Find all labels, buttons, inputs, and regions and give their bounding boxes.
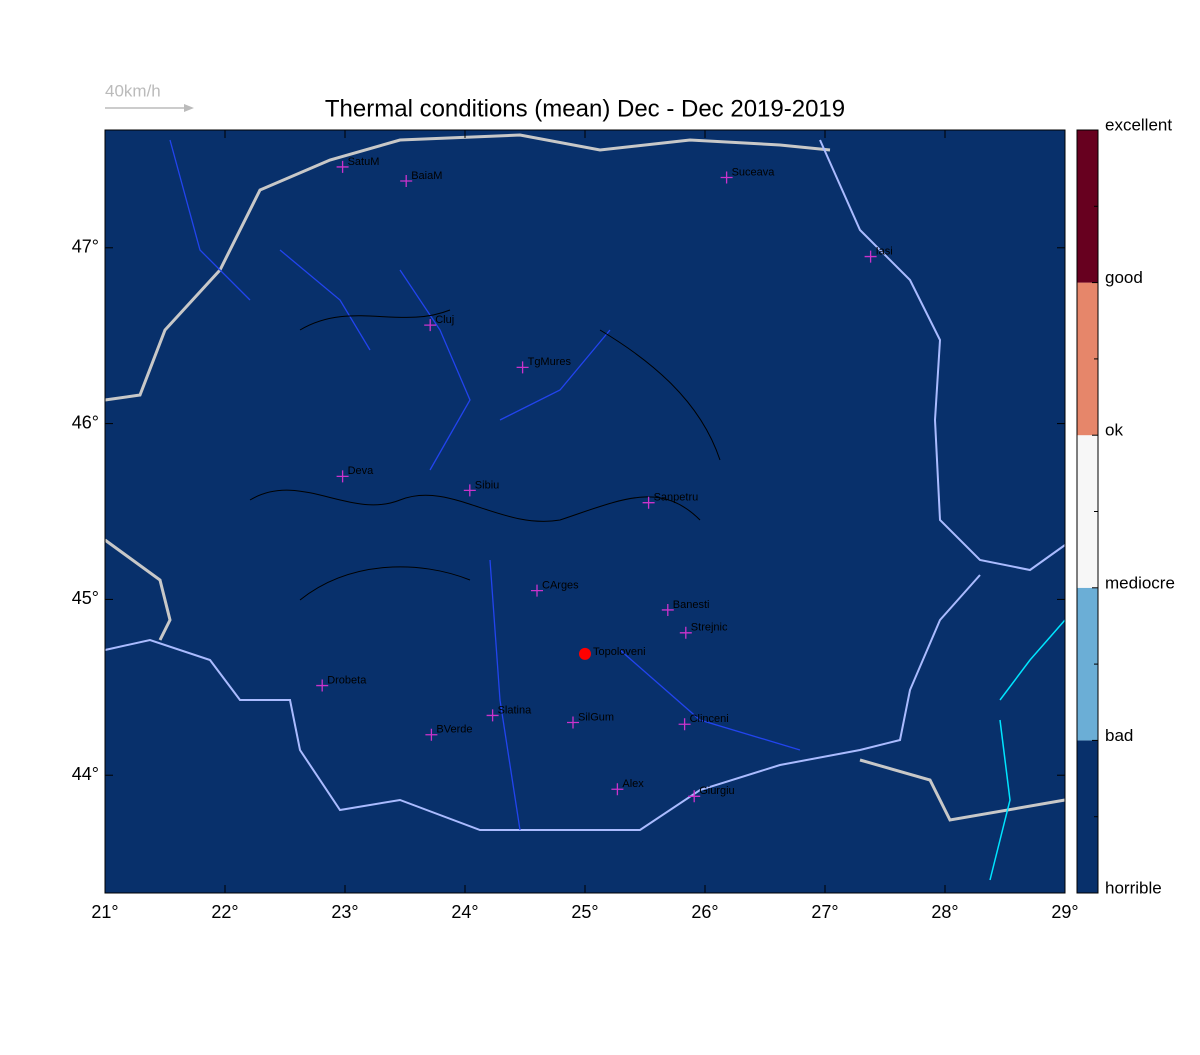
x-tick-label: 29° — [1051, 902, 1078, 922]
city-marker — [567, 716, 579, 729]
city-label: Iasi — [876, 245, 893, 257]
colorbar-band — [1077, 435, 1098, 588]
city-marker — [531, 584, 543, 597]
map-features — [104, 133, 1066, 881]
colorbar-band — [1077, 282, 1098, 436]
colorbar-label: horrible — [1105, 878, 1162, 897]
city-marker — [336, 470, 349, 483]
border — [104, 133, 831, 402]
city-label: Drobeta — [327, 674, 367, 686]
contour — [249, 309, 721, 601]
city-marker — [661, 603, 674, 616]
colorbar-band — [1077, 130, 1098, 283]
city-label: Cluj — [435, 314, 454, 326]
x-tick-label: 25° — [571, 902, 598, 922]
colorbar-label: mediocre — [1105, 573, 1175, 592]
city-label: BaiaM — [411, 170, 442, 182]
city-label: Clinceni — [690, 713, 729, 725]
city-marker — [720, 171, 733, 184]
city-marker — [463, 484, 476, 497]
city-label: CArges — [542, 580, 579, 592]
city-label: SatuM — [348, 156, 380, 168]
location-label: Topoloveni — [593, 646, 646, 658]
city-marker — [516, 361, 529, 374]
river — [169, 139, 801, 831]
x-tick-label: 23° — [331, 902, 358, 922]
location-marker — [579, 647, 591, 660]
colorbar-band — [1077, 740, 1098, 893]
map-title: Thermal conditions (mean) Dec - Dec 2019… — [325, 95, 845, 122]
city-label: BVerde — [436, 724, 472, 736]
x-tick-label: 28° — [931, 902, 958, 922]
city-label: Giurgiu — [699, 785, 734, 797]
city-marker — [642, 496, 655, 509]
wind-scale-label: 40km/h — [105, 81, 161, 100]
city-label: Sibiu — [475, 479, 499, 491]
city-label: Suceava — [732, 166, 776, 178]
city-marker — [400, 174, 413, 187]
city-label: Strejnic — [691, 622, 728, 634]
wind-scale-arrowhead — [184, 104, 194, 112]
city-label: Sanpetru — [654, 492, 699, 504]
city-marker — [864, 250, 877, 263]
city-marker — [688, 790, 701, 803]
city-marker — [424, 319, 437, 332]
city-marker — [679, 626, 692, 639]
x-tick-label: 24° — [451, 902, 478, 922]
y-tick-label: 45° — [72, 588, 99, 608]
colorbar: horrible bad mediocre ok good excellent — [1076, 115, 1175, 897]
city-label: SilGum — [578, 711, 614, 723]
city-label: TgMures — [528, 356, 572, 368]
city-label: Alex — [622, 778, 644, 790]
city-marker — [611, 783, 624, 796]
city-marker — [678, 718, 691, 731]
city-marker — [425, 728, 438, 741]
colorbar-band — [1077, 587, 1098, 741]
colorbar-frame — [1076, 129, 1099, 894]
y-tick-label: 46° — [72, 412, 99, 432]
city-label: Slatina — [498, 704, 533, 716]
colorbar-label: good — [1105, 268, 1143, 287]
x-tick-label: 27° — [811, 902, 838, 922]
city-label: Deva — [348, 465, 375, 477]
coast — [989, 619, 1066, 881]
city-marker — [336, 160, 349, 173]
x-tick-label: 22° — [211, 902, 238, 922]
colorbar-label: ok — [1105, 421, 1123, 440]
y-tick-label: 47° — [72, 237, 99, 257]
x-tick-label: 21° — [91, 902, 118, 922]
city-marker — [316, 679, 329, 692]
border — [819, 139, 1066, 572]
city-label: Banesti — [673, 599, 710, 611]
colorbar-label: bad — [1105, 726, 1133, 745]
x-tick-label: 26° — [691, 902, 718, 922]
colorbar-label: excellent — [1105, 115, 1172, 134]
city-marker — [486, 709, 499, 722]
y-tick-label: 44° — [72, 764, 99, 784]
